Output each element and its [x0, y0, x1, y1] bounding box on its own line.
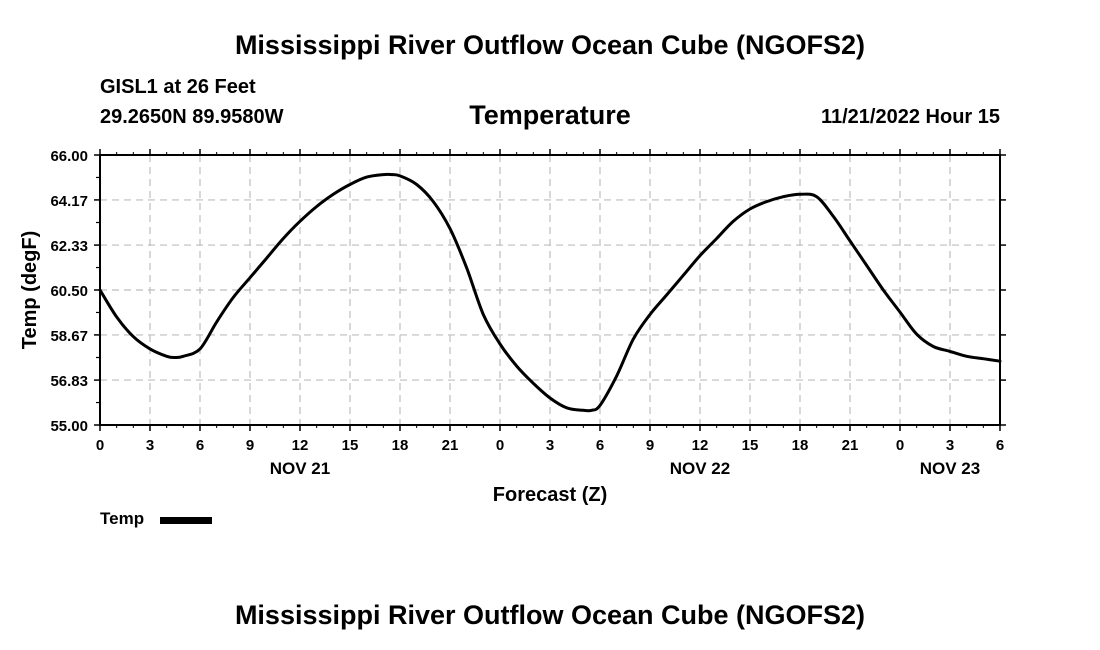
x-tick-label: 0 — [96, 437, 104, 454]
y-axis-label: Temp (degF) — [19, 231, 41, 350]
station-label: GISL1 at 26 Feet — [100, 76, 256, 98]
x-tick-label: 3 — [146, 437, 154, 454]
x-tick-label: 6 — [596, 437, 604, 454]
x-tick-label: 0 — [896, 437, 904, 454]
y-tick-label: 62.33 — [50, 238, 88, 255]
forecast-timestamp: 11/21/2022 Hour 15 — [820, 106, 1000, 128]
x-tick-label: 21 — [442, 437, 459, 454]
y-tick-label: 55.00 — [50, 418, 88, 435]
x-tick-label: 15 — [742, 437, 759, 454]
x-tick-label: 12 — [692, 437, 709, 454]
date-label: NOV 23 — [920, 459, 980, 478]
y-tick-label: 66.00 — [50, 148, 88, 165]
x-tick-label: 6 — [196, 437, 204, 454]
main-title: Mississippi River Outflow Ocean Cube (NG… — [234, 30, 866, 60]
series-line-temp — [98, 172, 1002, 413]
x-axis-label: Forecast (Z) — [493, 484, 607, 506]
x-tick-label: 3 — [546, 437, 554, 454]
legend-swatch — [160, 517, 212, 524]
x-tick-label: 3 — [946, 437, 954, 454]
y-tick-label: 56.83 — [50, 373, 88, 390]
y-tick-label: 58.67 — [50, 328, 88, 345]
x-tick-label: 21 — [842, 437, 859, 454]
y-tick-label: 60.50 — [50, 283, 88, 300]
x-tick-label: 6 — [996, 437, 1004, 454]
x-tick-label: 18 — [792, 437, 809, 454]
y-tick-label: 64.17 — [50, 193, 88, 210]
x-tick-label: 9 — [646, 437, 654, 454]
x-tick-label: 0 — [496, 437, 504, 454]
date-label: NOV 21 — [270, 459, 330, 478]
x-tick-label: 15 — [342, 437, 359, 454]
chart-subtitle: Temperature — [469, 100, 631, 130]
x-tick-label: 18 — [392, 437, 409, 454]
x-tick-label: 12 — [292, 437, 309, 454]
x-tick-label: 9 — [246, 437, 254, 454]
footer-title: Mississippi River Outflow Ocean Cube (NG… — [234, 600, 866, 630]
legend-label: Temp — [100, 509, 145, 528]
coordinates-label: 29.2650N 89.9580W — [100, 106, 284, 128]
date-label: NOV 22 — [670, 459, 730, 478]
